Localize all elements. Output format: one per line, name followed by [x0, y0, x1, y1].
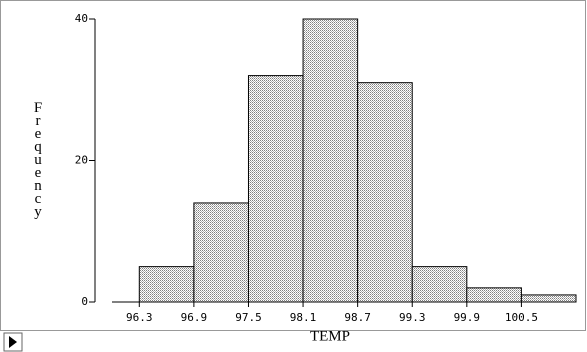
- x-tick-label: 96.9: [181, 311, 208, 324]
- x-tick-label: 98.7: [344, 311, 371, 324]
- bar: [138, 266, 195, 303]
- bar: [247, 75, 304, 303]
- bar: [357, 82, 413, 303]
- x-tick-label: 96.3: [126, 311, 153, 324]
- x-tick-label: 98.1: [290, 311, 317, 324]
- y-axis-label: Frequency: [30, 100, 46, 219]
- bar: [193, 202, 249, 303]
- x-axis-label: TEMP: [310, 328, 350, 344]
- bar: [411, 266, 468, 303]
- bar: [302, 18, 359, 303]
- y-tick-label: 40: [75, 12, 88, 25]
- x-tick-label: 100.5: [505, 311, 538, 324]
- play-button[interactable]: [3, 332, 23, 352]
- bar: [466, 287, 522, 303]
- y-tick-label: 20: [75, 154, 88, 167]
- x-tick-label: 99.3: [399, 311, 426, 324]
- x-tick-label: 97.5: [235, 311, 262, 324]
- y-tick-label: 0: [81, 295, 88, 308]
- x-tick-label: 99.9: [454, 311, 481, 324]
- bar: [520, 294, 577, 303]
